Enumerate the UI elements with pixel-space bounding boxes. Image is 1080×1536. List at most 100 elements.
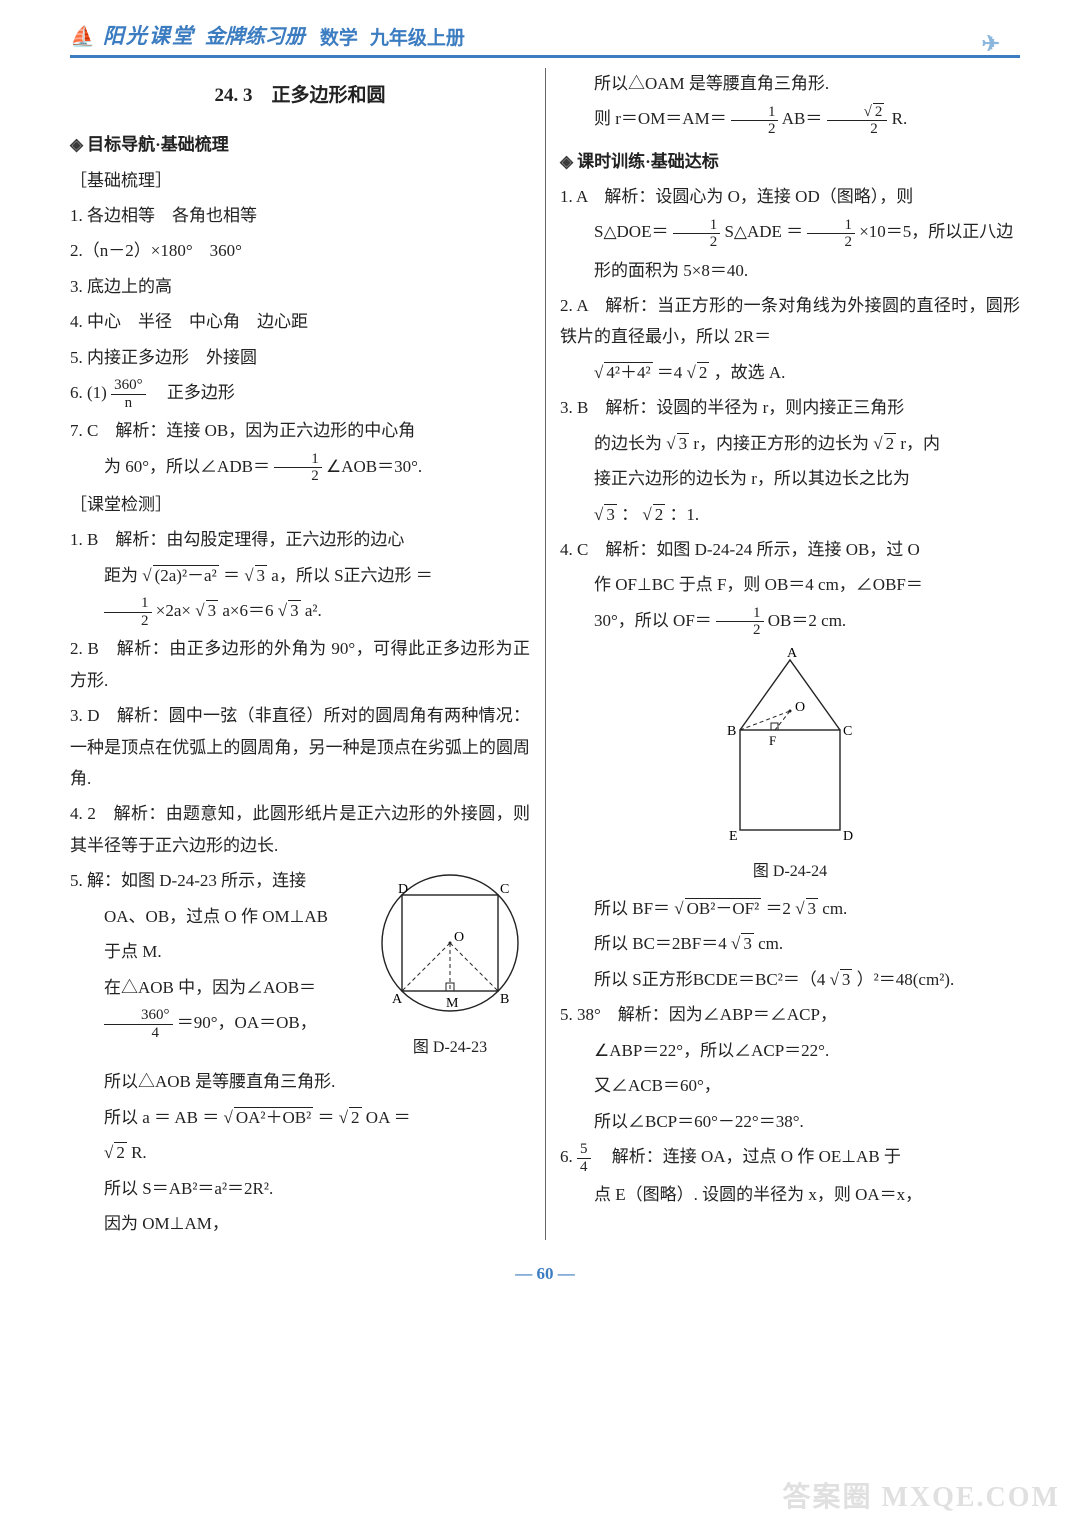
svg-text:E: E [729, 829, 738, 844]
frac-n: 1 [731, 104, 779, 122]
r0c-f2n-sqrt: 2 [873, 103, 885, 120]
rq3a: 3. B 解析：设圆的半径为 r，则内接正三角形 [560, 392, 1020, 423]
ct-q1b: 距为 √(2a)²－a² ＝ √3 a，所以 S正六边形 ＝ [70, 560, 530, 591]
frac-d: 4 [577, 1159, 591, 1176]
rq4e-sqrt3: 3 [741, 933, 754, 953]
rq3c: 接正六边形的边长为 r，所以其边长之比为 [560, 463, 1020, 494]
rq1b-post: ×10＝5，所以正八边 [859, 222, 1013, 241]
rq3b: 的边长为 √3 r，内接正方形的边长为 √2 r，内 [560, 428, 1020, 459]
ct-q3: 3. D 解析：圆中一弦（非直径）所对的圆周角有两种情况：一种是顶点在优弧上的圆… [70, 700, 530, 794]
item7b-pre: 为 60°，所以∠ADB＝ [104, 457, 270, 476]
rq6a-post: 解析：连接 OA，过点 O 作 OE⊥AB 于 [595, 1147, 901, 1166]
rq6a-pre: 6. [560, 1147, 577, 1166]
rq4b: 作 OF⊥BC 于点 F，则 OB＝4 cm，∠OBF＝ [560, 569, 1020, 600]
rq4c-pre: 30°，所以 OF＝ [594, 611, 712, 630]
r0b: 所以△OAM 是等腰直角三角形. [560, 68, 1020, 99]
ct-q4: 4. 2 解析：由题意知，此圆形纸片是正六边形的外接圆，则其半径等于正六边形的边… [70, 798, 530, 861]
basic-item-6: 6. (1) 360° n 正多边形 [70, 377, 530, 411]
rq4f-post: ）²＝48(cm²). [857, 970, 955, 989]
bracket-classtest: ［课堂检测］ [70, 489, 530, 520]
frac-n: √2 [827, 104, 888, 122]
r0c: 则 r＝OM＝AM＝ 1 2 AB＝ √2 2 R. [560, 103, 1020, 137]
svg-text:O: O [454, 930, 464, 945]
header-logo-icon: ⛵ [70, 19, 95, 56]
header-subject: 数学 [320, 21, 358, 56]
frac-d: n [111, 395, 146, 412]
rq3d-s2: ：1. [669, 505, 699, 524]
rq4d-mid: ＝2 [765, 899, 791, 918]
rq4c-frac: 1 2 [716, 605, 764, 639]
watermark: 答案圈 MXQE.COM [782, 1472, 1060, 1524]
frac-d: 2 [731, 121, 779, 138]
rq3d-sqrt3: 3 [604, 504, 617, 524]
rq4d-sqrt3: 3 [806, 898, 819, 918]
q1b-sqrt: (2a)²－a² [153, 565, 219, 585]
r0c-f2: √2 2 [827, 104, 888, 138]
frac-n: 1 [274, 451, 322, 469]
q5g-sqrt: OA²＋OB² [234, 1107, 313, 1127]
rq1c: 形的面积为 5×8＝40. [560, 255, 1020, 286]
header-grade: 九年级上册 [370, 21, 465, 56]
q1b-sqrt3: 3 [255, 565, 268, 585]
frac-n: 1 [716, 605, 764, 623]
q5g-mid: ＝ [317, 1108, 338, 1127]
q5e-frac: 360° 4 [104, 1007, 173, 1041]
rq3d: √3 ： √2 ：1. [560, 499, 1020, 530]
basic-item-3: 3. 底边上的高 [70, 271, 530, 302]
q1c-sqrt3: 3 [206, 600, 219, 620]
page-header: ⛵ 阳光课堂 金牌练习册 数学 九年级上册 ✈ [70, 20, 1020, 56]
rq4f-sqrt3: 3 [840, 969, 853, 989]
ct-q2: 2. B 解析：由正多边形的外角为 90°，可得此正多边形为正方形. [70, 633, 530, 696]
basic-item-5: 5. 内接正多边形 外接圆 [70, 342, 530, 373]
rq1b-f1: 1 2 [673, 217, 721, 251]
frac-n: 1 [104, 595, 152, 613]
svg-text:C: C [500, 882, 509, 897]
header-decor-icon: ✈ [982, 24, 1000, 65]
item6-frac: 360° n [111, 377, 146, 411]
q1c-end: a². [305, 601, 322, 620]
rq1a: 1. A 解析：设圆心为 O，连接 OD（图略），则 [560, 181, 1020, 212]
rq4a: 4. C 解析：如图 D-24-24 所示，连接 OB，过 O [560, 534, 1020, 565]
rq4d-sqrt: OB²－OF² [685, 898, 762, 918]
q5h: √2 R. [70, 1137, 530, 1168]
rq2b-sqrt2: 2 [697, 362, 710, 382]
ct-q1c: 1 2 ×2a× √3 a×6＝6 √3 a². [70, 595, 530, 629]
item7b-post: ∠AOB＝30°. [326, 457, 422, 476]
rq4c: 30°，所以 OF＝ 1 2 OB＝2 cm. [560, 605, 1020, 639]
svg-text:F: F [769, 733, 776, 748]
q1b-mid: ＝ [223, 566, 240, 585]
svg-text:A: A [787, 646, 798, 661]
svg-text:C: C [843, 724, 852, 739]
rq3d-sqrt2: 2 [653, 504, 666, 524]
frac-n: 1 [673, 217, 721, 235]
rq4e-post: cm. [758, 934, 783, 953]
rq6b: 点 E（图略）. 设圆的半径为 x，则 OA＝x， [560, 1179, 1020, 1210]
section-title: 24. 3 正多边形和圆 [70, 78, 530, 113]
frac-d: 2 [807, 234, 855, 251]
rq2b: √4²＋4² ＝4 √2 ，故选 A. [560, 357, 1020, 388]
r0c-mid: AB＝ [782, 109, 823, 128]
svg-text:B: B [727, 724, 736, 739]
q1b-post: a，所以 S正六边形 ＝ [271, 566, 433, 585]
rq4f: 所以 S正方形BCDE＝BC²＝（4 √3 ）²＝48(cm²). [560, 964, 1020, 995]
basic-item-7a: 7. C 解析：连接 OB，因为正六边形的中心角 [70, 415, 530, 446]
rq3b-mid1: r，内接正方形的边长为 [693, 434, 869, 453]
page-number: — 60 — [70, 1258, 1020, 1289]
rq2b-mid: ＝4 [657, 363, 683, 382]
rq3b-pre: 的边长为 [594, 434, 662, 453]
frac-d: 2 [673, 234, 721, 251]
rq4e-pre: 所以 BC＝2BF＝4 [594, 934, 727, 953]
rq2b-sqrt: 4²＋4² [604, 362, 652, 382]
rq6a: 6. 5 4 解析：连接 OA，过点 O 作 OE⊥AB 于 [560, 1141, 1020, 1175]
rq4f-pre: 所以 S正方形BCDE＝BC²＝（4 [594, 970, 825, 989]
figure-d24-23-label: 图 D-24-23 [370, 1033, 530, 1063]
rq6a-frac: 5 4 [577, 1141, 591, 1175]
rq4c-post: OB＝2 cm. [768, 611, 846, 630]
figure-d24-24: A B C D E F O 图 D-24-24 [560, 645, 1020, 887]
svg-text:B: B [500, 992, 509, 1007]
rq3b-sqrt3: 3 [677, 433, 690, 453]
rq5d: 所以∠BCP＝60°－22°＝38°. [560, 1106, 1020, 1137]
basic-item-2: 2.（n－2）×180° 360° [70, 235, 530, 266]
figure-d24-24-label: 图 D-24-24 [560, 857, 1020, 887]
q5f: 所以△AOB 是等腰直角三角形. [70, 1066, 530, 1097]
